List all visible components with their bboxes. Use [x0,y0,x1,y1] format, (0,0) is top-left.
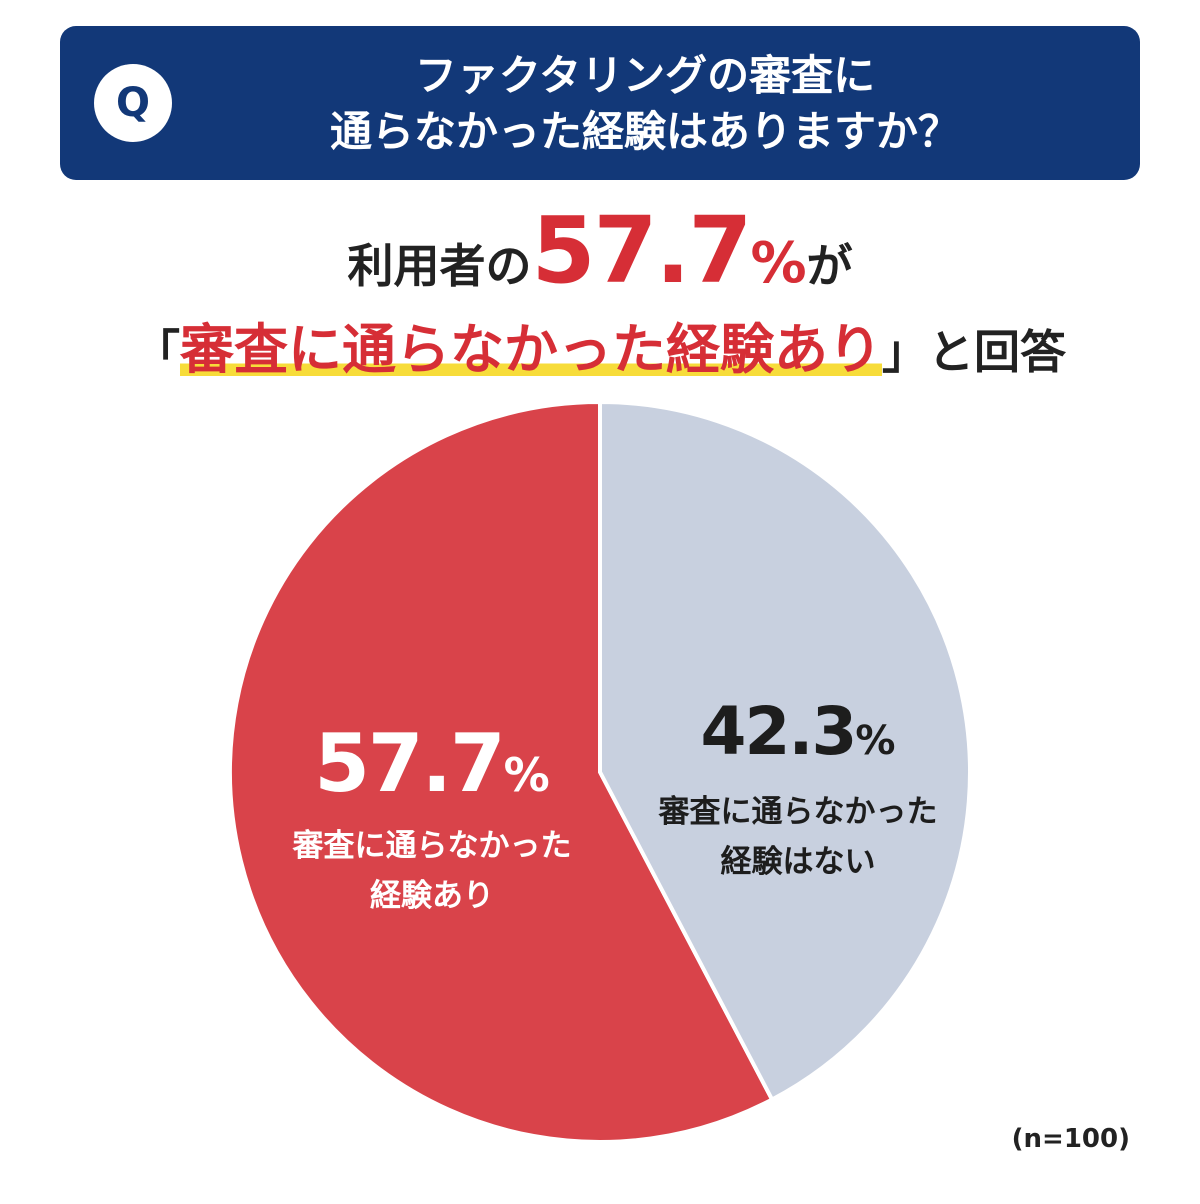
headline-big-value: 57.7 [531,197,752,304]
headline-prefix: 利用者の [347,239,532,293]
pie-slice-no [598,399,972,1103]
headline-line-2: 「審査に通らなかった経験あり」と回答 [0,308,1200,394]
question-badge: Q [94,64,172,142]
headline-line-1: 利用者の57.7%が [0,196,1200,321]
question-line-2: 通らなかった経験はありますか？ [329,107,960,156]
slice-value-yes: 57.7% [262,718,602,821]
bracket-open: 「 [134,325,180,379]
slice-label-yes: 57.7% 審査に通らなかった 経験あり [262,718,602,921]
pie-slice-yes [228,399,775,1144]
slice-desc-no-line-2: 経験はない [720,844,876,880]
headline-answer: と回答 [928,325,1066,379]
slice-label-no: 42.3% 審査に通らなかった 経験はない [628,686,968,887]
slice-value-no-number: 42.3 [700,693,858,770]
slice-desc-yes-line-2: 経験あり [370,878,494,914]
sample-size-note: (n=100) [1011,1124,1130,1154]
slice-desc-no-line-1: 審査に通らなかった [658,794,938,830]
slice-value-no: 42.3% [628,686,968,787]
headline-highlight: 審査に通らなかった経験あり [180,318,882,381]
question-line-1: ファクタリングの審査に [414,51,876,100]
slice-value-yes-unit: % [503,748,550,802]
question-text: ファクタリングの審査に 通らなかった経験はありますか？ [210,48,1080,160]
headline-suffix: が [806,239,853,293]
question-banner: Q ファクタリングの審査に 通らなかった経験はありますか？ [60,26,1140,180]
slice-value-yes-number: 57.7 [314,717,505,810]
slice-desc-yes-line-1: 審査に通らなかった [292,828,572,864]
bracket-close: 」 [882,325,928,379]
headline-percent: % [750,231,807,296]
slice-value-no-unit: % [855,718,896,764]
